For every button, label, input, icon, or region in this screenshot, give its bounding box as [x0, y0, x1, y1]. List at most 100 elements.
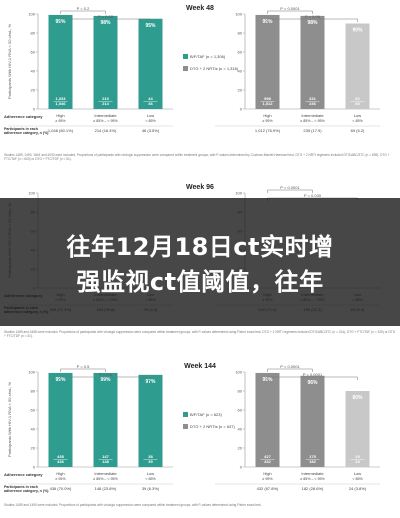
bar-2-1-2 — [345, 391, 370, 467]
ylabel-0: Participants With HIV-1 RNA < 50 c/mL, % — [7, 24, 12, 99]
bar-count-0-0-1-0: 210 — [102, 96, 109, 101]
category-n-2-0-0: 436 (70.0%) — [50, 486, 72, 491]
ytick-label-0-0-60: 60 — [31, 49, 36, 54]
ytick-label-0-0-0: 0 — [33, 106, 36, 111]
bar-count-0-1-1-1: 236 — [309, 101, 316, 106]
bar-count-2-1-2-0: 19 — [355, 454, 360, 459]
legend-label-btaf-2: B/F/TAF (n = 623) — [190, 412, 222, 417]
category-label-0-0-2: Low — [147, 113, 154, 118]
category-n-0-0-2: 46 (3.5%) — [142, 128, 160, 133]
week-48-title: Week 48 — [186, 5, 214, 12]
legend-swatch-btaf-0 — [183, 54, 188, 59]
overlay-line-2: 强监视ct值阈值，往年 — [76, 268, 324, 296]
bar-0-1-1 — [300, 15, 325, 109]
footnote-week-96: Studies 1489 and 4458 were included. Pro… — [4, 330, 396, 339]
category-sublabel-2-0-1: ≥ 85% – < 95% — [93, 477, 118, 481]
legend-swatch-btaf-2 — [183, 412, 188, 417]
ytick-label-2-1-20: 20 — [238, 445, 243, 450]
footnote-week-144: Studies 1489 and 1490 were included. Pro… — [4, 503, 262, 507]
pvalue-bracket-0-0-0 — [60, 10, 106, 14]
bar-count-0-0-0-1: 1,046 — [55, 101, 66, 106]
category-sublabel-2-0-0: ≥ 95% — [55, 477, 66, 481]
ytick-label-0-0-40: 40 — [31, 68, 36, 73]
pvalue-label-2-1-0: P < 0.0001 — [280, 364, 300, 369]
bar-0-0-2 — [138, 18, 163, 109]
ytick-label-0-1-40: 40 — [238, 68, 243, 73]
bar-2-0-2 — [138, 374, 163, 467]
pvalue-bracket-0-0-1 — [60, 18, 151, 22]
category-sublabel-0-0-2: < 85% — [145, 119, 156, 123]
ytick-label-2-1-60: 60 — [238, 407, 243, 412]
bar-count-2-0-1-0: 147 — [102, 454, 109, 459]
bar-count-2-1-0-1: 432 — [264, 459, 271, 464]
bar-2-0-1 — [93, 372, 118, 467]
ytick-label-0-0-100: 100 — [28, 11, 35, 16]
category-sublabel-2-0-2: < 85% — [145, 477, 156, 481]
pvalue-label-1-1-0: P < 0.0001 — [280, 185, 300, 190]
bar-count-2-1-1-0: 175 — [309, 454, 316, 459]
bar-2-1-1 — [300, 375, 325, 467]
footnote-week-48: Studies 1489, 1490, 1844 and 4030 were i… — [4, 153, 390, 162]
pvalue-bracket-2-1-1 — [267, 376, 358, 380]
category-label-0-1-0: High — [263, 113, 271, 118]
bar-value-0-0-0: 99% — [55, 19, 66, 25]
category-label-0-0-0: High — [56, 113, 64, 118]
category-label-2-1-1: Intermediate — [301, 471, 324, 476]
bar-count-0-0-2-0: 44 — [148, 96, 153, 101]
week-144-title: Week 144 — [184, 363, 216, 370]
bar-count-2-0-0-1: 436 — [57, 459, 64, 464]
bar-count-2-0-0-0: 435 — [57, 454, 64, 459]
bar-count-2-1-0-0: 427 — [264, 454, 271, 459]
category-n-2-0-2: 39 (6.3%) — [142, 486, 160, 491]
bar-0-0-0 — [48, 14, 73, 110]
category-n-2-1-1: 182 (28.6%) — [302, 486, 324, 491]
bar-value-0-1-2: 90% — [352, 28, 363, 34]
category-sublabel-0-1-1: ≥ 85% – < 95% — [300, 119, 325, 123]
category-label-0-1-2: Low — [354, 113, 361, 118]
pvalue-label-0-1-1: P = 0.06 — [305, 14, 321, 19]
bar-count-0-1-2-0: 62 — [355, 96, 360, 101]
ytick-label-2-1-0: 0 — [240, 464, 243, 469]
bar-count-0-1-1-0: 231 — [309, 96, 316, 101]
ytick-label-2-0-40: 40 — [31, 426, 36, 431]
bar-value-2-1-2: 80% — [352, 395, 363, 401]
bar-count-0-0-2-1: 46 — [148, 101, 153, 106]
overlay-headline: 往年12月18日ct实时增 强监视ct值阈值，往年 — [20, 230, 380, 300]
pvalue-label-0-1-0: P < 0.0001 — [280, 6, 300, 11]
row-header-count2-2: adherence category, n (%) — [4, 489, 49, 493]
category-n-0-1-1: 235 (17.9) — [303, 128, 322, 133]
bar-value-0-1-0: 99% — [262, 19, 273, 25]
ytick-label-0-1-80: 80 — [238, 30, 243, 35]
bar-count-0-1-0-1: 1,012 — [262, 101, 273, 106]
category-label-2-0-2: Low — [147, 471, 154, 476]
pvalue-label-2-0-1: P = 0.6 — [99, 372, 112, 377]
bar-count-2-0-1-1: 148 — [102, 459, 109, 464]
bar-count-2-1-2-1: 24 — [355, 459, 360, 464]
bar-value-2-1-0: 99% — [262, 377, 273, 383]
category-label-2-0-0: High — [56, 471, 64, 476]
pvalue-bracket-2-0-1 — [60, 376, 151, 380]
bar-value-2-1-1: 96% — [307, 380, 318, 386]
bar-2-1-0 — [255, 372, 280, 467]
ytick-label-0-0-20: 20 — [31, 87, 36, 92]
bar-value-2-0-2: 97% — [145, 379, 156, 385]
category-sublabel-0-0-0: ≥ 95% — [55, 119, 66, 123]
pvalue-label-2-1-1: P < 0.0001 — [303, 372, 323, 377]
ytick-label-1-0-100: 100 — [28, 190, 35, 195]
category-sublabel-0-0-1: ≥ 85% – < 95% — [93, 119, 118, 123]
pvalue-bracket-1-1-0 — [267, 189, 313, 193]
pvalue-label-0-0-0: P = 0.2 — [77, 6, 90, 11]
ylabel-2: Participants With HIV-1 RNA < 50 c/mL, % — [7, 382, 12, 457]
category-sublabel-0-1-0: ≥ 95% — [262, 119, 273, 123]
bar-count-2-0-2-1: 39 — [148, 459, 153, 464]
ytick-label-0-1-100: 100 — [235, 11, 242, 16]
legend-label-dtg-0: DTG + 2 NRTIs (n = 1,316) — [190, 66, 239, 71]
ytick-label-2-0-60: 60 — [31, 407, 36, 412]
bar-2-0-0 — [48, 372, 73, 467]
ytick-label-0-1-0: 0 — [240, 106, 243, 111]
ytick-label-0-1-60: 60 — [238, 49, 243, 54]
row-header-count-2: Participants in each — [4, 485, 38, 489]
category-n-2-1-2: 24 (3.8%) — [349, 486, 367, 491]
ytick-label-1-1-100: 100 — [235, 190, 242, 195]
ytick-label-2-1-40: 40 — [238, 426, 243, 431]
